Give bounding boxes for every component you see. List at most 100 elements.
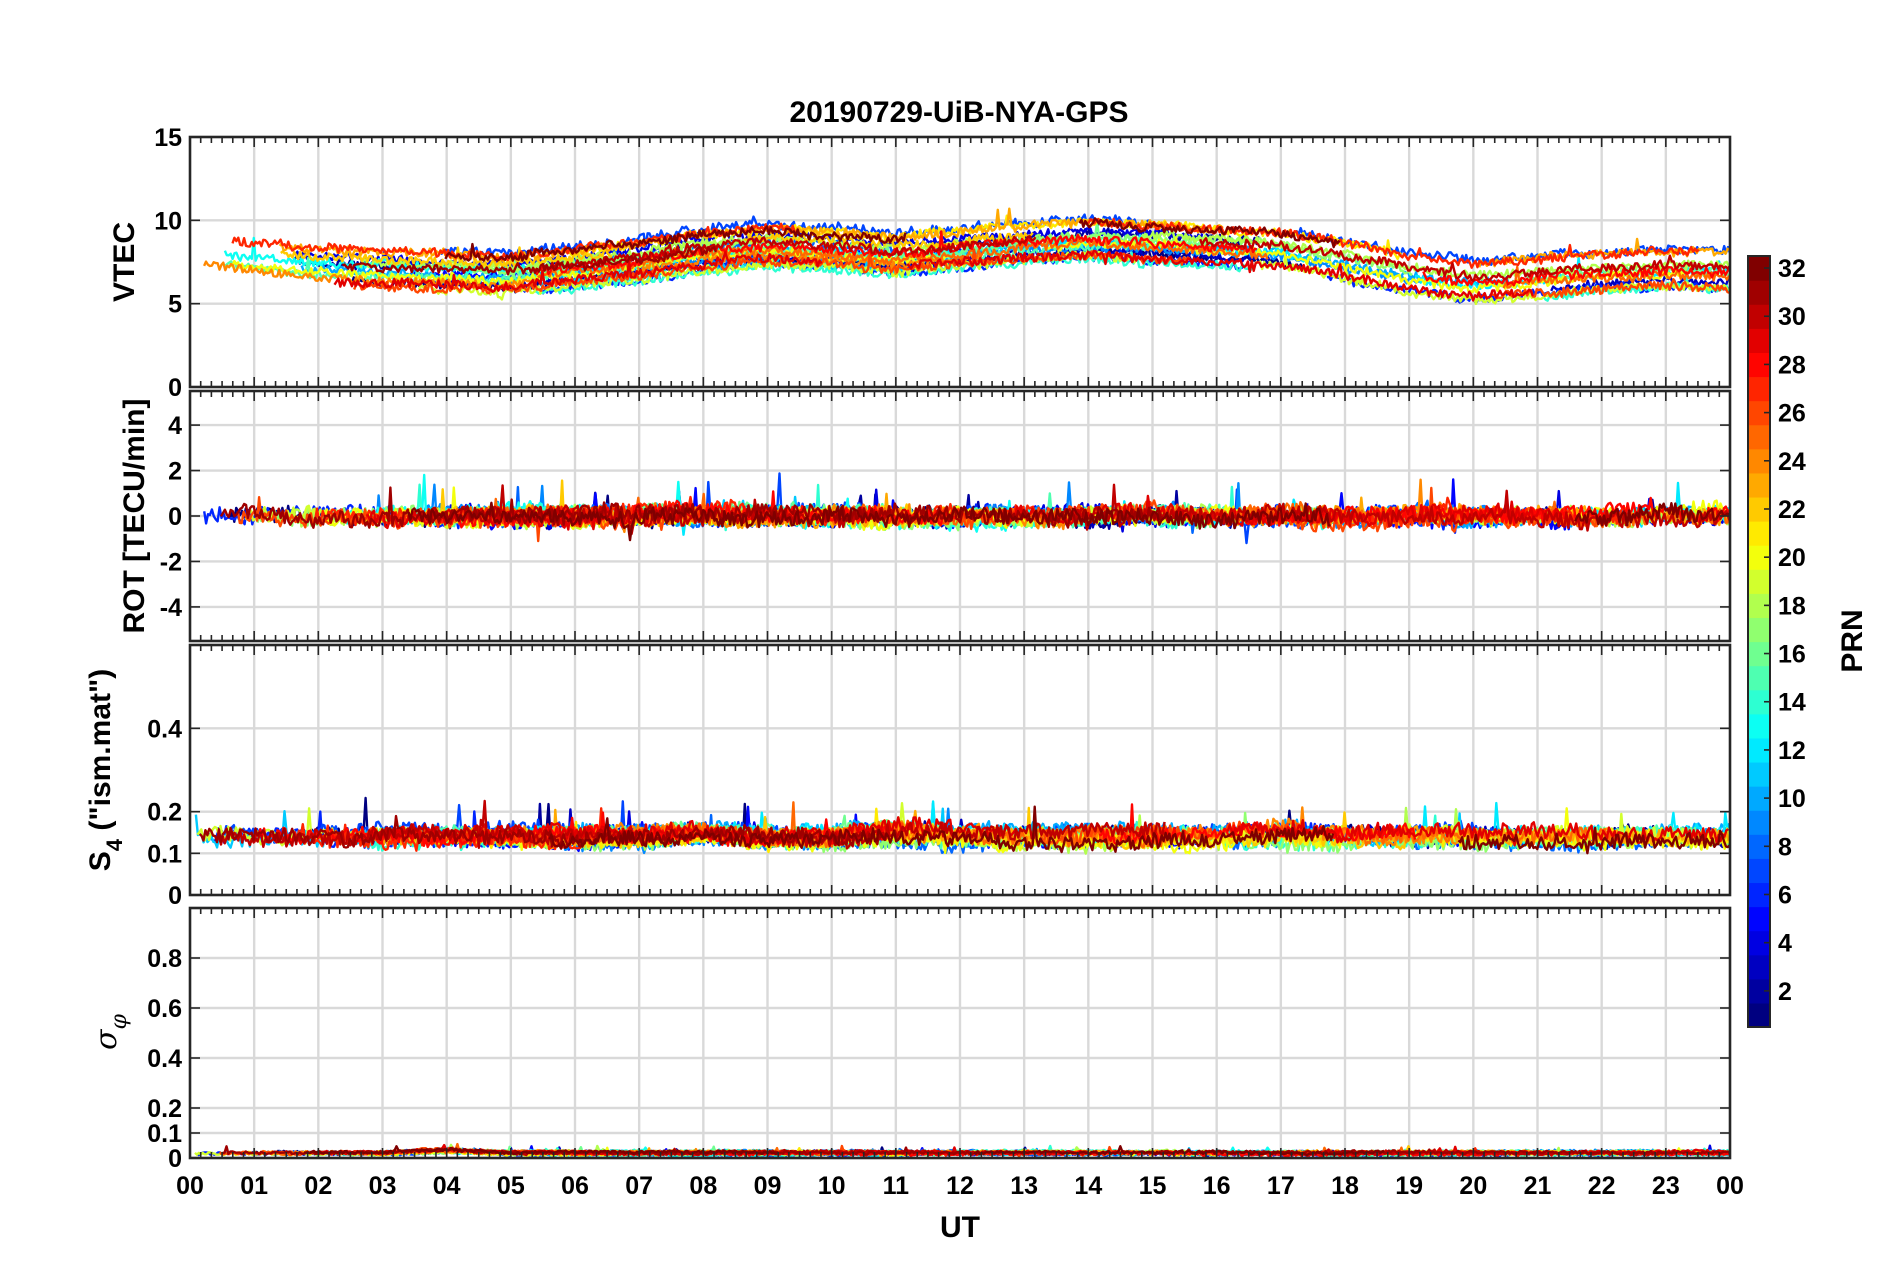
y-tick-label: 0.8 [147, 945, 182, 973]
y-tick-label: 0.4 [147, 715, 182, 743]
colorbar-block [1748, 617, 1770, 643]
panel-sigma-frame [188, 906, 1732, 1160]
series-prn-32 [1574, 502, 1730, 527]
y-tick-label: 0 [168, 503, 182, 531]
ylabel-s4-main: S [84, 851, 117, 871]
xlabel: UT [940, 1211, 980, 1244]
colorbar-block [1748, 304, 1770, 329]
colorbar-tick-label: 26 [1778, 400, 1806, 428]
y-tick-label: 0.2 [147, 1095, 182, 1123]
y-tick-label: -4 [160, 594, 182, 622]
x-tick-label: 02 [304, 1172, 332, 1200]
colorbar-block [1748, 424, 1770, 450]
colorbar-block [1748, 737, 1770, 763]
x-tick-label: 05 [497, 1172, 525, 1200]
ylabel-s4-sub: 4 [102, 838, 127, 851]
colorbar-block [1748, 496, 1770, 522]
y-tick-label: -2 [160, 548, 182, 576]
colorbar-tick-label: 32 [1778, 255, 1806, 283]
series-prn-31 [198, 814, 883, 849]
series-prn-32 [1078, 217, 1341, 249]
colorbar-tick-label: 10 [1778, 785, 1806, 813]
x-tick-labels: 00 01 02 03 04 05 06 07 08 09 10 11 12 13 14 15 16 17 18 19… [176, 1172, 1744, 1200]
colorbar-tick-label: 22 [1778, 496, 1806, 524]
series-prn-29 [906, 249, 1534, 302]
colorbar-block [1748, 786, 1770, 811]
colorbar-block [1748, 545, 1770, 570]
colorbar-block [1748, 954, 1770, 980]
colorbar-block [1748, 882, 1770, 908]
ylabel-rot: ROT [TECU/min] [118, 399, 151, 634]
ylabel-s4-rest: ("ism.mat") [84, 669, 117, 839]
panel-s4-series [194, 796, 1731, 855]
y-tick-label: 0.1 [147, 1120, 182, 1148]
colorbar-block [1748, 713, 1770, 739]
colorbar-block [1748, 328, 1770, 353]
colorbar-tick-label: 20 [1778, 544, 1806, 572]
panel-sigma: 00.10.2 0.4 0.6 0.8 σφ [89, 906, 1732, 1173]
panel-sigma-grid [190, 908, 1730, 1158]
x-tick-label: 07 [625, 1172, 653, 1200]
panel-vtec-frame [188, 135, 1732, 389]
colorbar-block [1748, 689, 1770, 715]
panel-rot-frame [188, 389, 1732, 643]
chart-title: 20190729-UiB-NYA-GPS [789, 96, 1128, 129]
colorbar-block [1748, 400, 1770, 426]
x-tick-label: 21 [1524, 1172, 1552, 1200]
x-tick-label: 22 [1588, 1172, 1616, 1200]
x-tick-label: 11 [883, 1172, 910, 1200]
x-tick-label: 12 [946, 1172, 974, 1200]
colorbar-tick-label: 24 [1778, 448, 1806, 476]
colorbar-block [1748, 1002, 1770, 1028]
panel-rot-series [203, 472, 1732, 545]
colorbar-block [1748, 834, 1770, 859]
x-tick-label: 14 [1074, 1172, 1102, 1200]
x-tick-label: 13 [1010, 1172, 1038, 1200]
colorbar-tick-label: 14 [1778, 689, 1806, 717]
series-prn-29 [333, 251, 823, 293]
series-prn-30 [216, 799, 636, 849]
x-tick-label: 19 [1395, 1172, 1423, 1200]
x-tick-label: 01 [240, 1172, 268, 1200]
panel-rot: -4 -2 0 2 4 ROT [TECU/min] [118, 389, 1732, 643]
y-tick-label: 15 [154, 124, 182, 152]
colorbar-tick-label: 12 [1778, 737, 1806, 765]
x-tick-label: 08 [689, 1172, 717, 1200]
colorbar-block [1748, 521, 1770, 546]
x-tick-label: 03 [369, 1172, 397, 1200]
colorbar-block [1748, 448, 1770, 474]
ylabel-vtec: VTEC [108, 222, 141, 302]
x-tick-label: 10 [818, 1172, 846, 1200]
colorbar-tick-label: 16 [1778, 641, 1806, 669]
series-prn-17 [995, 231, 1413, 276]
series-prn-27 [1086, 217, 1700, 269]
panel-vtec-yticks: 0 5 10 15 [154, 124, 1731, 402]
colorbar-tick-label: 4 [1778, 930, 1792, 958]
y-tick-label: 0 [168, 882, 182, 910]
colorbar-block [1748, 930, 1770, 956]
colorbar-block [1748, 569, 1770, 594]
panel-sigma-series [194, 1142, 1731, 1160]
series-prn-30 [1199, 237, 1731, 283]
x-tick-label: 00 [176, 1172, 204, 1200]
colorbar-block [1748, 858, 1770, 884]
y-tick-label: 10 [154, 207, 182, 235]
x-tick-label: 18 [1331, 1172, 1359, 1200]
colorbar-block [1748, 810, 1770, 835]
x-tick-label: 06 [561, 1172, 589, 1200]
x-tick-label: 00 [1716, 1172, 1744, 1200]
colorbar-tick-label: 28 [1778, 351, 1806, 379]
series-prn-22 [280, 245, 613, 270]
x-tick-label: 16 [1203, 1172, 1231, 1200]
series-prn-19 [1254, 254, 1730, 306]
colorbar-frame [1747, 255, 1771, 1028]
x-tick-label: 23 [1652, 1172, 1680, 1200]
x-tick-label: 20 [1459, 1172, 1487, 1200]
ylabel-s4: S4 ("ism.mat") [84, 669, 127, 871]
colorbar-block [1748, 978, 1770, 1004]
x-tick-label: 15 [1139, 1172, 1167, 1200]
colorbar-block [1748, 593, 1770, 619]
series-prn-32 [548, 805, 1335, 854]
colorbar-block [1748, 906, 1770, 932]
